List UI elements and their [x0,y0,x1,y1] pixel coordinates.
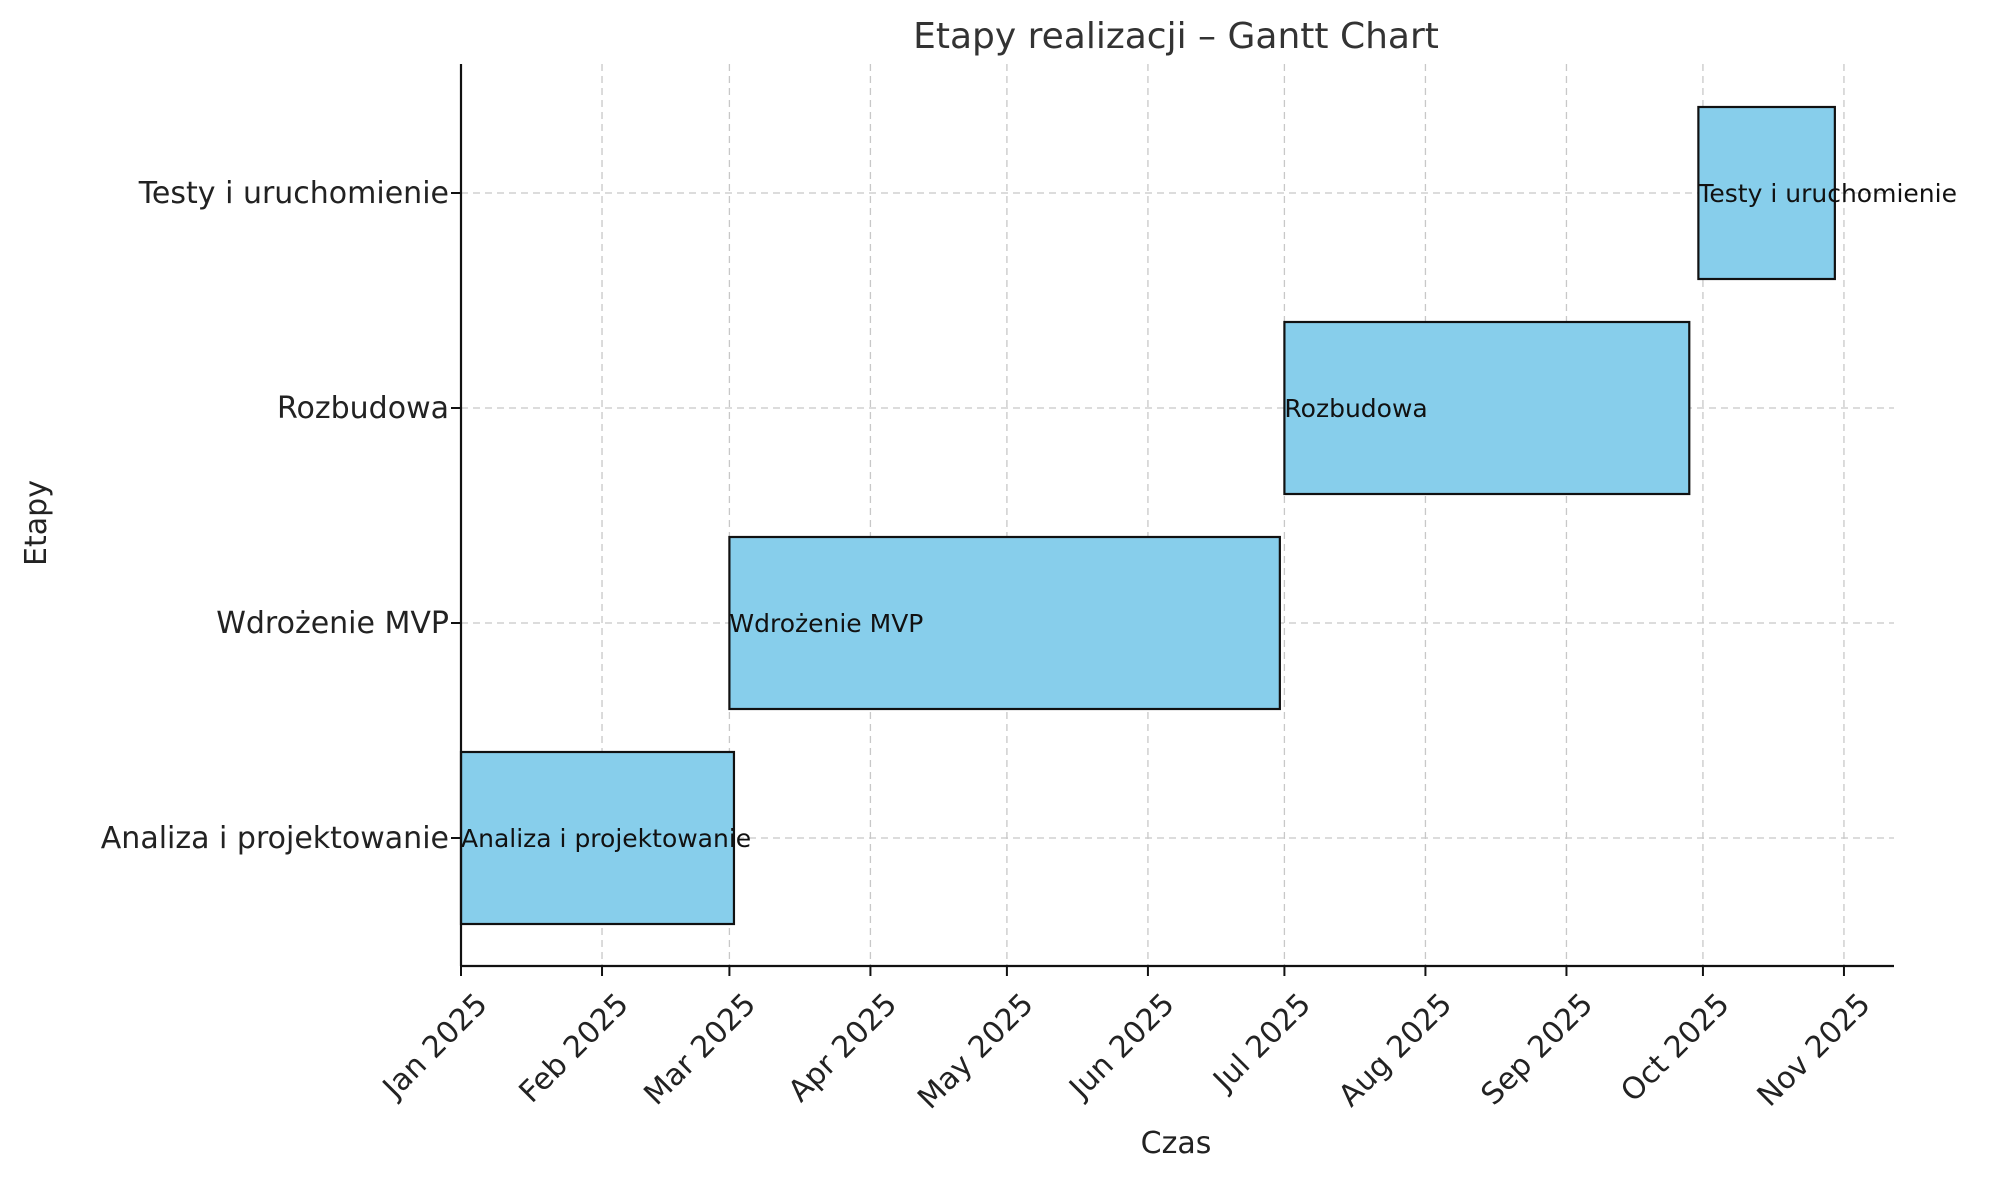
x-tick-label: Apr 2025 [782,987,904,1109]
gantt-bar [459,750,736,926]
y-axis-label: Etapy [19,480,54,566]
x-tick-label: Jan 2025 [375,987,495,1107]
gantt-bar [1283,320,1691,496]
gantt-bar [728,535,1281,711]
x-tick-label: Jun 2025 [1061,987,1181,1107]
x-axis-label: Czas [1141,1126,1212,1161]
x-tick-label: Sep 2025 [1475,987,1600,1112]
x-tick-label: May 2025 [911,987,1040,1116]
y-tick-label: Wdrożenie MVP [216,606,449,641]
chart-title: Etapy realizacji – Gantt Chart [913,16,1439,57]
y-tick-label: Analiza i projektowanie [101,821,449,856]
x-tick-label: Nov 2025 [1751,987,1878,1114]
y-tick-label: Testy i uruchomienie [138,176,449,211]
x-tick-label: Feb 2025 [513,987,636,1110]
x-tick-label: Jul 2025 [1205,987,1317,1099]
bar-layer: Analiza i projektowanie Wdrożenie MVP Rozb… [459,105,1957,926]
x-tick-label: Oct 2025 [1614,987,1736,1109]
gantt-bar-label: Testy i uruchomienie [1697,179,1957,208]
gantt-bar-label: Rozbudowa [1284,394,1427,423]
gantt-bar-label: Analiza i projektowanie [461,824,751,853]
gantt-bar [1697,105,1836,281]
gantt-bar-label: Wdrożenie MVP [729,609,923,638]
x-tick-label: Mar 2025 [637,987,763,1113]
y-tick-label: Rozbudowa [277,391,449,426]
x-tick-label: Aug 2025 [1332,987,1459,1114]
